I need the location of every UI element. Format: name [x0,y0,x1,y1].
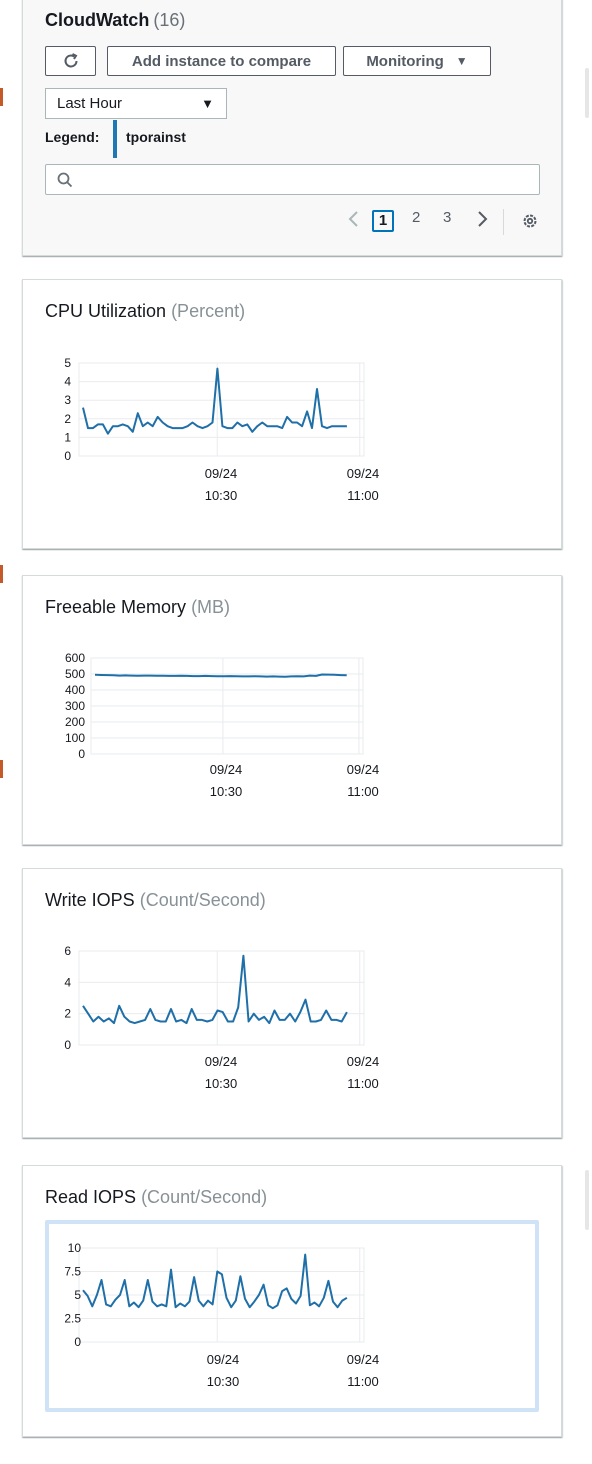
x-tick-time-label: 10:30 [210,784,243,799]
legend-label: Legend: [45,129,100,145]
y-tick-label: 200 [65,715,85,729]
chart-unit: (Count/Second) [139,890,266,910]
chevron-left-icon [348,211,358,227]
chart-title: Read IOPS (Count/Second) [45,1187,267,1208]
search-input[interactable] [45,164,540,195]
caret-down-icon: ▼ [201,96,214,111]
y-tick-label: 2 [64,1007,71,1021]
x-tick-date-label: 09/24 [207,1352,240,1367]
y-tick-label: 0 [78,747,85,761]
caret-down-icon: ▼ [455,54,468,68]
pager-divider [503,209,504,235]
x-tick-date-label: 09/24 [210,762,243,777]
read-iops-panel: Read IOPS (Count/Second) 10 7.5 5 2.5 0 09/24… [22,1165,562,1437]
series-line [94,673,347,678]
page-title: CloudWatch (16) [45,10,185,31]
scrollbar-thumb[interactable] [585,68,589,118]
y-tick-label: 6 [64,944,71,958]
chart-title-text: Read IOPS [45,1187,137,1207]
series-line [82,1253,348,1310]
y-tick-label: 4 [64,975,71,989]
write-iops-panel: Write IOPS (Count/Second) 6 4 2 0 09/24 10:30… [22,868,562,1138]
plot-frame [78,950,365,1046]
metric-count: (16) [153,10,186,30]
cloudwatch-title: CloudWatch [45,10,150,30]
chart-unit: (Count/Second) [141,1187,268,1207]
refresh-button[interactable] [45,46,96,76]
search-icon [57,172,73,188]
gutter-marker [0,88,3,106]
write-iops-chart[interactable]: 6 4 2 0 09/24 10:30 09/24 11:00 [23,869,563,1139]
gutter-marker [0,565,3,583]
y-tick-label: 400 [65,683,85,697]
read-iops-chart[interactable]: 10 7.5 5 2.5 0 09/24 10:30 09/24 11:00 [23,1166,563,1438]
page-3-button[interactable]: 3 [443,209,452,226]
page-2-button[interactable]: 2 [412,209,421,226]
x-tick-date-label: 09/24 [205,1054,238,1069]
page-1-button[interactable]: 1 [372,210,394,232]
y-tick-label: 0 [64,1038,71,1052]
y-tick-label: 3 [64,393,71,407]
y-tick-label: 500 [65,667,85,681]
chart-unit: (Percent) [171,301,246,321]
refresh-icon [64,53,77,68]
chart-focus-outline [45,1220,539,1412]
y-tick-label: 10 [68,1241,82,1255]
cloudwatch-header-panel: CloudWatch (16) Add instance to compare M… [22,0,562,256]
chart-unit: (MB) [191,597,231,617]
x-tick-date-label: 09/24 [347,466,380,481]
gear-icon [523,214,537,228]
chart-title: CPU Utilization (Percent) [45,301,245,322]
y-tick-label: 0 [74,1335,81,1349]
x-tick-time-label: 10:30 [207,1374,240,1389]
chart-title-text: CPU Utilization [45,301,167,321]
monitoring-label: Monitoring [366,52,444,70]
legend-color-swatch [113,120,117,158]
x-tick-date-label: 09/24 [205,466,238,481]
x-tick-time-label: 10:30 [205,1076,238,1091]
time-range-value: Last Hour [57,95,123,112]
x-tick-time-label: 11:00 [347,488,379,503]
y-tick-label: 300 [65,699,85,713]
chart-title-text: Freeable Memory [45,597,187,617]
y-tick-label: 2 [64,412,71,426]
left-gutter [0,0,22,1464]
y-tick-label: 1 [64,430,71,444]
x-tick-time-label: 10:30 [205,488,238,503]
freeable-memory-chart[interactable]: 600 500 400 300 200 100 0 09/24 10:30 09/24 11:00 [23,576,563,846]
chart-title: Freeable Memory (MB) [45,597,230,618]
y-tick-label: 600 [65,651,85,665]
chart-title-text: Write IOPS [45,890,135,910]
x-tick-date-label: 09/24 [347,762,380,777]
y-tick-label: 5 [64,356,71,370]
y-tick-label: 0 [64,449,71,463]
x-tick-time-label: 11:00 [347,1374,379,1389]
scrollbar[interactable] [582,0,592,1464]
y-tick-label: 7.5 [64,1265,81,1279]
series-line [82,954,348,1025]
time-range-select[interactable]: Last Hour ▼ [45,88,227,119]
legend-instance-name: tporainst [126,129,186,145]
y-tick-label: 100 [65,731,85,745]
gutter-marker [0,760,3,778]
series-line [82,367,347,435]
y-tick-label: 2.5 [64,1312,81,1326]
cpu-utilization-panel: CPU Utilization (Percent) 5 4 3 2 1 0 09/24 10:… [22,279,562,549]
previous-page-button[interactable] [347,209,361,233]
x-tick-time-label: 11:00 [347,1076,379,1091]
x-tick-time-label: 11:00 [347,784,379,799]
next-page-button[interactable] [475,209,489,233]
cpu-utilization-chart[interactable]: 5 4 3 2 1 0 09/24 10:30 09/24 11:00 [23,280,563,550]
freeable-memory-panel: Freeable Memory (MB) 600 500 400 300 200 100 0… [22,575,562,845]
chart-title: Write IOPS (Count/Second) [45,890,266,911]
y-tick-label: 4 [64,375,71,389]
settings-button[interactable] [521,212,539,234]
add-instance-button[interactable]: Add instance to compare [107,46,336,76]
chevron-right-icon [478,211,488,227]
scrollbar-thumb[interactable] [585,1170,589,1230]
y-tick-label: 5 [74,1288,81,1302]
monitoring-dropdown[interactable]: Monitoring ▼ [343,46,491,76]
x-tick-date-label: 09/24 [347,1054,380,1069]
x-tick-date-label: 09/24 [347,1352,380,1367]
